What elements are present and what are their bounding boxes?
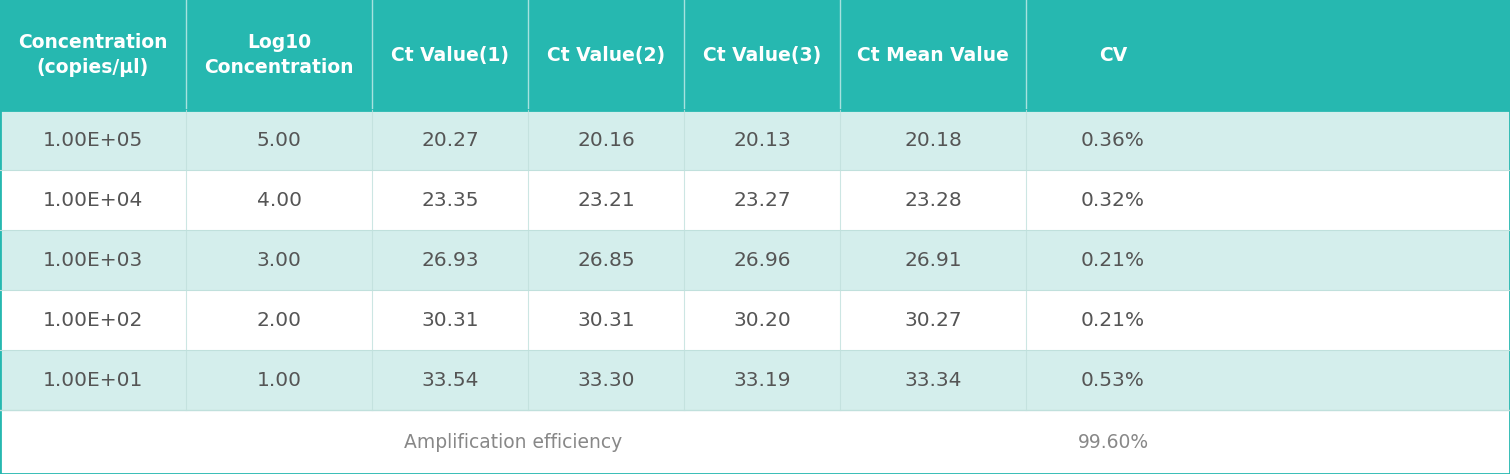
Text: 1.00E+04: 1.00E+04 <box>42 191 143 210</box>
Bar <box>0 0 1510 110</box>
Text: CV: CV <box>1099 46 1126 64</box>
Text: Ct Value(1): Ct Value(1) <box>391 46 509 64</box>
Text: 33.30: 33.30 <box>577 371 634 390</box>
Text: 23.28: 23.28 <box>904 191 962 210</box>
Text: 0.32%: 0.32% <box>1081 191 1145 210</box>
Text: 30.31: 30.31 <box>421 310 479 329</box>
Text: 30.20: 30.20 <box>734 310 791 329</box>
Bar <box>0 290 1510 350</box>
Text: 26.91: 26.91 <box>904 250 962 270</box>
Text: 0.21%: 0.21% <box>1081 310 1145 329</box>
Text: 33.34: 33.34 <box>904 371 962 390</box>
Bar <box>0 110 1510 170</box>
Text: 0.21%: 0.21% <box>1081 250 1145 270</box>
Text: 2.00: 2.00 <box>257 310 302 329</box>
Bar <box>0 410 1510 474</box>
Bar <box>0 350 1510 410</box>
Text: 26.93: 26.93 <box>421 250 479 270</box>
Text: Ct Value(2): Ct Value(2) <box>547 46 664 64</box>
Text: 33.54: 33.54 <box>421 371 479 390</box>
Text: Log10
Concentration: Log10 Concentration <box>204 33 353 77</box>
Text: 99.60%: 99.60% <box>1078 432 1149 452</box>
Text: 26.96: 26.96 <box>734 250 791 270</box>
Text: 0.53%: 0.53% <box>1081 371 1145 390</box>
Text: 23.35: 23.35 <box>421 191 479 210</box>
Text: Concentration
(copies/μl): Concentration (copies/μl) <box>18 33 168 77</box>
Text: 30.27: 30.27 <box>904 310 962 329</box>
Text: Ct Value(3): Ct Value(3) <box>702 46 821 64</box>
Text: 1.00: 1.00 <box>257 371 302 390</box>
Text: 3.00: 3.00 <box>257 250 302 270</box>
Text: Amplification efficiency: Amplification efficiency <box>403 432 622 452</box>
Text: 0.36%: 0.36% <box>1081 130 1145 149</box>
Text: 26.85: 26.85 <box>577 250 634 270</box>
Text: 1.00E+03: 1.00E+03 <box>42 250 143 270</box>
Text: 20.27: 20.27 <box>421 130 479 149</box>
Text: 20.13: 20.13 <box>734 130 791 149</box>
Text: 23.21: 23.21 <box>577 191 634 210</box>
Bar <box>0 170 1510 230</box>
Text: 1.00E+01: 1.00E+01 <box>42 371 143 390</box>
Bar <box>0 230 1510 290</box>
Text: 23.27: 23.27 <box>734 191 791 210</box>
Text: 33.19: 33.19 <box>734 371 791 390</box>
Text: 1.00E+02: 1.00E+02 <box>42 310 143 329</box>
Text: 1.00E+05: 1.00E+05 <box>42 130 143 149</box>
Text: 30.31: 30.31 <box>577 310 634 329</box>
Text: Ct Mean Value: Ct Mean Value <box>858 46 1009 64</box>
Text: 20.16: 20.16 <box>577 130 634 149</box>
Text: 5.00: 5.00 <box>257 130 302 149</box>
Text: 20.18: 20.18 <box>904 130 962 149</box>
Text: 4.00: 4.00 <box>257 191 302 210</box>
